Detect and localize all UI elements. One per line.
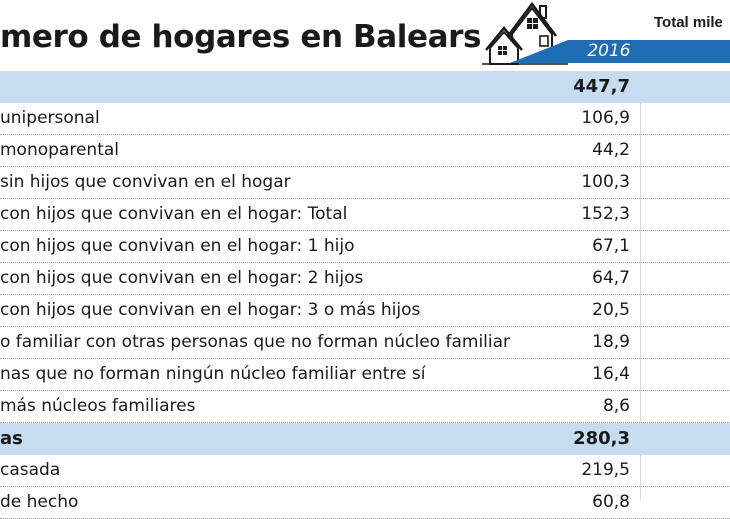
column-divider — [640, 71, 641, 500]
table-row: casada 219,5 — [0, 455, 730, 487]
row-value: 44,2 — [592, 140, 630, 160]
row-label: sin hijos que convivan en el hogar — [0, 172, 291, 192]
row-label: con hijos que convivan en el hogar: Tota… — [0, 204, 348, 224]
total-row: as 280,3 — [0, 423, 730, 455]
row-value: 67,1 — [592, 236, 630, 256]
row-value: 16,4 — [592, 364, 630, 384]
table-row: nas que no forman ningún núcleo familiar… — [0, 359, 730, 391]
row-value: 447,7 — [573, 76, 630, 97]
row-label: de hecho — [0, 492, 79, 512]
row-label: unipersonal — [0, 108, 100, 128]
table-row: sin hijos que convivan en el hogar 100,3 — [0, 167, 730, 199]
row-label: con hijos que convivan en el hogar: 3 o … — [0, 300, 421, 320]
row-label: con hijos que convivan en el hogar: 1 hi… — [0, 236, 355, 256]
row-value: 18,9 — [592, 332, 630, 352]
table-row: con hijos que convivan en el hogar: 3 o … — [0, 295, 730, 327]
row-label: con hijos que convivan en el hogar: 2 hi… — [0, 268, 364, 288]
row-value: 20,5 — [592, 300, 630, 320]
data-table: 447,7 unipersonal 106,9 monoparental 44,2 sin… — [0, 71, 730, 519]
row-value: 60,8 — [592, 492, 630, 512]
row-value: 152,3 — [581, 204, 630, 224]
unit-label: Total mile — [654, 14, 723, 31]
table-row: unipersonal 106,9 — [0, 103, 730, 135]
row-label: o familiar con otras personas que no for… — [0, 332, 511, 352]
row-value: 106,9 — [581, 108, 630, 128]
row-value: 100,3 — [581, 172, 630, 192]
year-header: 2016 — [587, 41, 631, 61]
year-band — [510, 40, 730, 63]
table-row: más núcleos familiares 8,6 — [0, 391, 730, 423]
table-row: con hijos que convivan en el hogar: 1 hi… — [0, 231, 730, 263]
table-row: monoparental 44,2 — [0, 135, 730, 167]
table-row: con hijos que convivan en el hogar: 2 hi… — [0, 263, 730, 295]
row-value: 219,5 — [581, 460, 630, 480]
row-label: nas que no forman ningún núcleo familiar… — [0, 364, 426, 384]
row-label: monoparental — [0, 140, 119, 160]
table-row: o familiar con otras personas que no for… — [0, 327, 730, 359]
table-row: con hijos que convivan en el hogar: Tota… — [0, 199, 730, 231]
row-value: 64,7 — [592, 268, 630, 288]
row-label: as — [0, 428, 23, 449]
table-row: de hecho 60,8 — [0, 487, 730, 519]
total-row: 447,7 — [0, 71, 730, 103]
row-value: 8,6 — [602, 396, 630, 416]
row-label: más núcleos familiares — [0, 396, 196, 416]
row-value: 280,3 — [573, 428, 630, 449]
page-title: mero de hogares en Balears — [0, 19, 482, 55]
row-label: casada — [0, 460, 61, 480]
